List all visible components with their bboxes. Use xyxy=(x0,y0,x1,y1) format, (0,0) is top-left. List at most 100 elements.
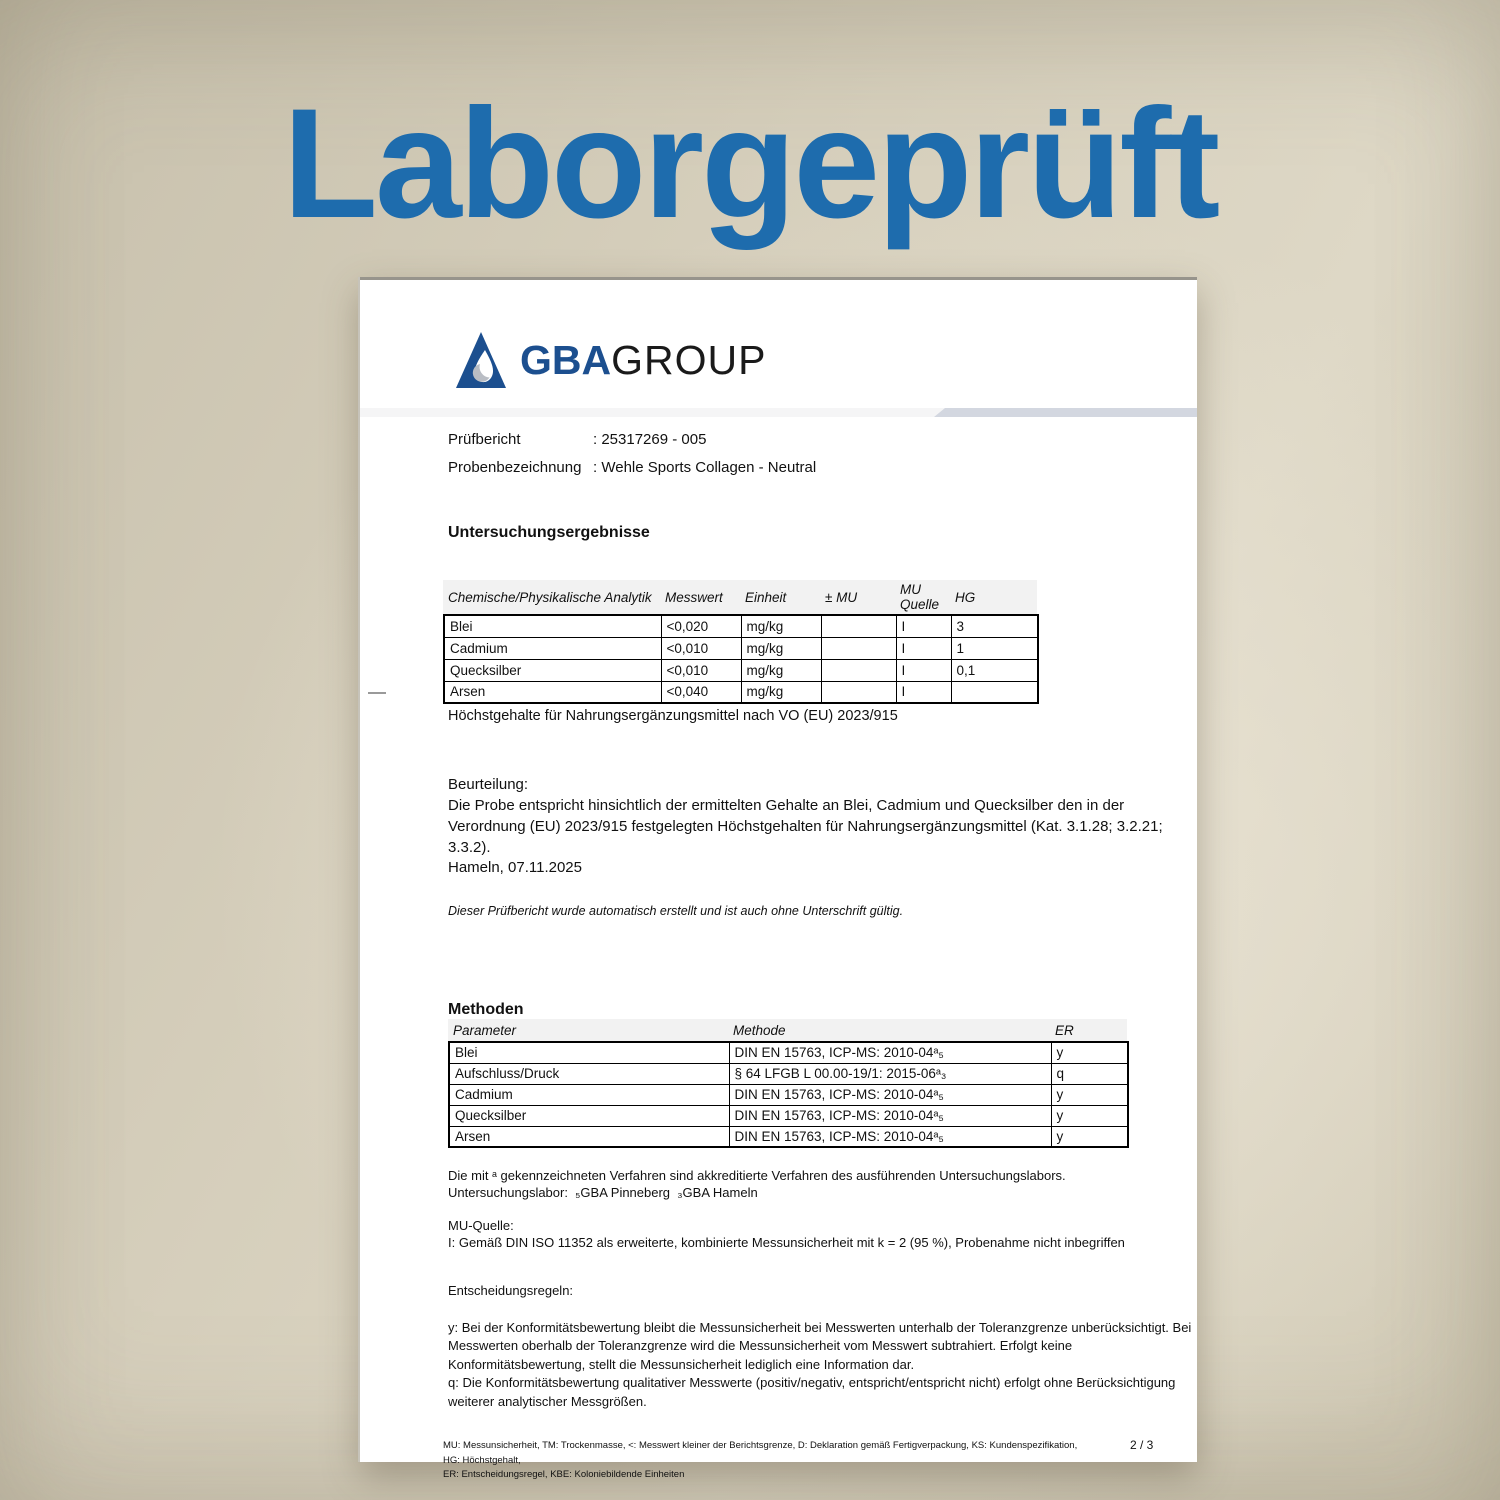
sample-name-label: Probenbezeichnung xyxy=(448,459,582,476)
cell-methode: § 64 LFGB L 00.00-19/1: 2015-06ᵃ₃ xyxy=(728,1062,1052,1085)
cell-er: y xyxy=(1050,1104,1129,1127)
cell-methode: DIN EN 15763, ICP-MS: 2010-04ᵃ₅ xyxy=(728,1104,1052,1127)
cell-er: y xyxy=(1050,1041,1129,1064)
cell-hg: 3 xyxy=(950,614,1039,638)
cell-parameter: Aufschluss/Druck xyxy=(448,1062,730,1085)
place-date: Hameln, 07.11.2025 xyxy=(448,859,582,876)
results-col-mu-quelle: MU Quelle xyxy=(900,582,940,612)
results-section-heading: Untersuchungsergebnisse xyxy=(448,524,650,541)
lab-report-page: GBAGROUP Prüfbericht : 25317269 - 005 Pro… xyxy=(360,277,1198,1480)
cell-analyte: Quecksilber xyxy=(443,658,662,682)
footer-line-2: ER: Entscheidungsregel, KBE: Koloniebild… xyxy=(443,1469,685,1480)
results-table-header: Chemische/Physikalische Analytik Messwer… xyxy=(443,580,1037,614)
rules-text: y: Bei der Konformitätsbewertung bleibt … xyxy=(448,1319,1192,1409)
logo-gba-text: GBA xyxy=(520,336,612,383)
page-title: Laborgeprüft xyxy=(282,77,1221,251)
sample-name-row: Probenbezeichnung : Wehle Sports Collagen… xyxy=(448,454,816,482)
table-row: Blei DIN EN 15763, ICP-MS: 2010-04ᵃ₅ y xyxy=(448,1041,1129,1064)
logo-group-text: GROUP xyxy=(611,336,767,383)
labs-note: Untersuchungslabor: ₅GBA Pinneberg ₃GBA … xyxy=(448,1185,758,1200)
cell-analyte: Arsen xyxy=(443,680,662,704)
cell-mu xyxy=(820,680,897,704)
cell-er: y xyxy=(1050,1125,1129,1148)
cell-parameter: Quecksilber xyxy=(448,1104,730,1127)
table-row: Quecksilber DIN EN 15763, ICP-MS: 2010-0… xyxy=(448,1104,1129,1127)
methods-table: Blei DIN EN 15763, ICP-MS: 2010-04ᵃ₅ y A… xyxy=(448,1041,1129,1148)
cell-parameter: Cadmium xyxy=(448,1083,730,1106)
cell-analyte: Cadmium xyxy=(443,636,662,660)
mu-source-heading: MU-Quelle: xyxy=(448,1218,514,1233)
assessment-heading: Beurteilung: xyxy=(448,776,529,793)
mu-source-section: MU-Quelle: I: Gemäß DIN ISO 11352 als er… xyxy=(448,1217,1188,1251)
header-divider-band xyxy=(360,408,1197,417)
accreditation-notes: Die mit ᵃ gekennzeichneten Verfahren sin… xyxy=(448,1167,1168,1201)
table-row: Cadmium DIN EN 15763, ICP-MS: 2010-04ᵃ₅ … xyxy=(448,1083,1129,1106)
cell-methode: DIN EN 15763, ICP-MS: 2010-04ᵃ₅ xyxy=(728,1125,1052,1148)
report-meta: Prüfbericht : 25317269 - 005 Probenbezeic… xyxy=(448,426,816,482)
cell-messwert: <0,010 xyxy=(660,658,742,682)
results-col-mu: ± MU xyxy=(825,589,858,605)
table-row: Arsen <0,040 mg/kg I xyxy=(443,680,1039,704)
report-number-row: Prüfbericht : 25317269 - 005 xyxy=(448,426,816,454)
assessment-section: Beurteilung: Die Probe entspricht hinsic… xyxy=(448,774,1198,858)
cell-einheit: mg/kg xyxy=(740,614,822,638)
page-fold-mark xyxy=(368,692,386,694)
rules-heading: Entscheidungsregeln: xyxy=(448,1282,574,1298)
footer-line-1: MU: Messunsicherheit, TM: Trockenmasse, … xyxy=(443,1440,1078,1466)
logo-wordmark: GBAGROUP xyxy=(520,337,766,384)
cell-einheit: mg/kg xyxy=(740,636,822,660)
page-number: 2 / 3 xyxy=(1130,1438,1154,1452)
cell-mu xyxy=(820,636,897,660)
results-col-hg: HG xyxy=(955,589,976,605)
cell-messwert: <0,010 xyxy=(660,636,742,660)
cell-einheit: mg/kg xyxy=(740,680,822,704)
cell-er: q xyxy=(1050,1062,1129,1085)
methods-col-er: ER xyxy=(1055,1022,1074,1038)
cell-mu-quelle: I xyxy=(895,636,952,660)
cell-analyte: Blei xyxy=(443,614,662,638)
table-row: Arsen DIN EN 15763, ICP-MS: 2010-04ᵃ₅ y xyxy=(448,1125,1129,1148)
report-number-label: Prüfbericht xyxy=(448,431,521,448)
cell-er: y xyxy=(1050,1083,1129,1106)
results-col-messwert: Messwert xyxy=(665,589,723,605)
table-row: Quecksilber <0,010 mg/kg I 0,1 xyxy=(443,658,1039,682)
cell-hg: 0,1 xyxy=(950,658,1039,682)
auto-generated-note: Dieser Prüfbericht wurde automatisch ers… xyxy=(448,904,904,918)
cell-mu xyxy=(820,658,897,682)
accredited-note: Die mit ᵃ gekennzeichneten Verfahren sin… xyxy=(448,1168,1066,1183)
cell-parameter: Blei xyxy=(448,1041,730,1064)
cell-messwert: <0,020 xyxy=(660,614,742,638)
cell-hg: 1 xyxy=(950,636,1039,660)
cell-mu-quelle: I xyxy=(895,658,952,682)
cell-hg xyxy=(950,680,1039,704)
results-table: Blei <0,020 mg/kg I 3 Cadmium <0,010 mg/… xyxy=(443,614,1039,704)
table-row: Blei <0,020 mg/kg I 3 xyxy=(443,614,1039,638)
methods-col-methode: Methode xyxy=(733,1022,786,1038)
results-note: Höchstgehalte für Nahrungsergänzungsmitt… xyxy=(448,708,898,724)
cell-messwert: <0,040 xyxy=(660,680,742,704)
cell-methode: DIN EN 15763, ICP-MS: 2010-04ᵃ₅ xyxy=(728,1041,1052,1064)
table-row: Aufschluss/Druck § 64 LFGB L 00.00-19/1:… xyxy=(448,1062,1129,1085)
results-col-analyte: Chemische/Physikalische Analytik xyxy=(448,589,652,605)
cell-mu-quelle: I xyxy=(895,680,952,704)
cell-methode: DIN EN 15763, ICP-MS: 2010-04ᵃ₅ xyxy=(728,1083,1052,1106)
decision-rules-section: Entscheidungsregeln: y: Bei der Konformi… xyxy=(448,1263,1210,1430)
methods-table-header: Parameter Methode ER xyxy=(448,1019,1127,1041)
table-row: Cadmium <0,010 mg/kg I 1 xyxy=(443,636,1039,660)
cell-einheit: mg/kg xyxy=(740,658,822,682)
mu-source-text: I: Gemäß DIN ISO 11352 als erweiterte, k… xyxy=(448,1235,1125,1250)
header-divider-band-accent xyxy=(934,408,1197,417)
cell-mu-quelle: I xyxy=(895,614,952,638)
methods-section-heading: Methoden xyxy=(448,1001,524,1018)
gba-triangle-drop-icon xyxy=(455,330,507,390)
sample-name-value: : Wehle Sports Collagen - Neutral xyxy=(593,459,817,476)
cell-mu xyxy=(820,614,897,638)
results-col-einheit: Einheit xyxy=(745,589,787,605)
methods-col-parameter: Parameter xyxy=(453,1022,517,1038)
footer-abbreviations: MU: Messunsicherheit, TM: Trockenmasse, … xyxy=(443,1439,1093,1483)
assessment-text: Die Probe entspricht hinsichtlich der er… xyxy=(448,797,1163,856)
gba-group-logo: GBAGROUP xyxy=(455,330,766,390)
report-number-value: : 25317269 - 005 xyxy=(593,431,707,448)
cell-parameter: Arsen xyxy=(448,1125,730,1148)
